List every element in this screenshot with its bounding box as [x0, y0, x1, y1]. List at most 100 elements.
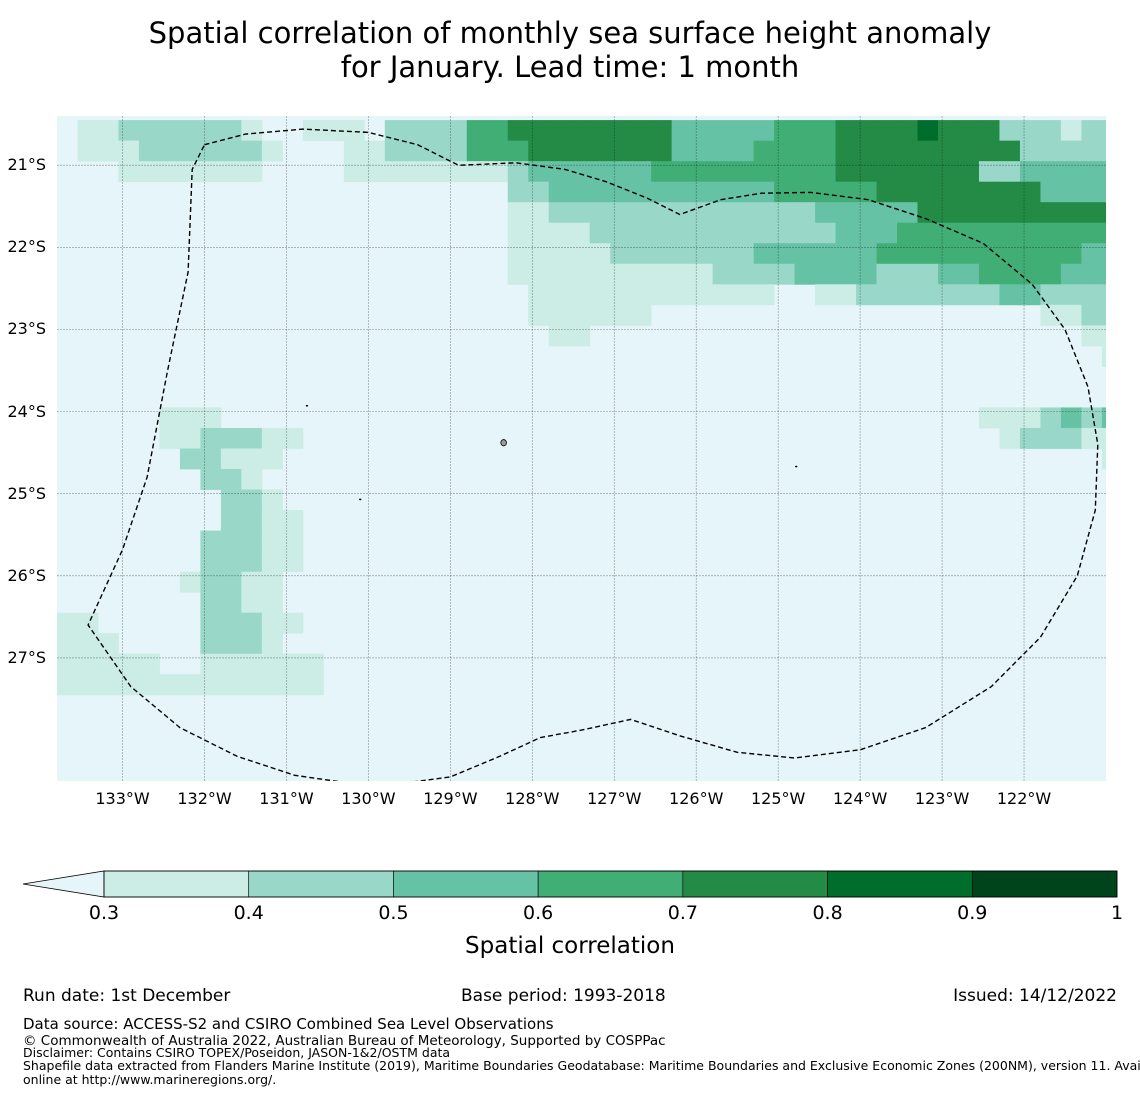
lat-label: 21°S: [7, 155, 46, 175]
grid-cell: [425, 161, 447, 183]
grid-cell: [876, 284, 898, 306]
grid-cell: [999, 222, 1021, 244]
grid-cell: [1019, 243, 1041, 265]
grid-cell: [282, 653, 304, 675]
grid-cell: [282, 674, 304, 696]
lon-label: 131°W: [259, 789, 314, 808]
grid-cell: [1019, 202, 1041, 224]
grid-cell: [466, 161, 488, 183]
grid-cell: [507, 161, 529, 183]
grid-cell: [1040, 161, 1062, 183]
colorbar-swatch: [827, 870, 973, 898]
grid-cell: [897, 222, 918, 244]
grid-cell: [1101, 407, 1106, 429]
grid-cell: [856, 161, 877, 183]
lat-label: 24°S: [7, 401, 46, 421]
grid-cell: [1101, 181, 1106, 203]
grid-cell: [487, 120, 509, 142]
grid-cell: [302, 674, 324, 696]
grid-cell: [528, 140, 550, 162]
grid-cell: [733, 140, 754, 162]
lon-label: 127°W: [587, 789, 642, 808]
base-period: Base period: 1993-2018: [461, 986, 666, 1006]
grid-cell: [1060, 284, 1082, 306]
grid-cell: [118, 161, 140, 183]
grid-cell: [97, 674, 119, 696]
colorbar-tick-label: 0.9: [957, 902, 988, 924]
grid-cell: [1060, 407, 1082, 429]
lon-label: 130°W: [341, 789, 396, 808]
grid-cell: [630, 222, 652, 244]
grid-cell: [1101, 263, 1106, 285]
colorbar-swatch: [393, 870, 539, 898]
colorbar-swatch: [248, 870, 394, 898]
grid-cell: [261, 571, 283, 593]
grid-cell: [200, 530, 222, 552]
grid-cell: [835, 263, 857, 285]
lat-label: 25°S: [7, 483, 46, 503]
grid-cell: [1060, 243, 1082, 265]
grid-cell: [241, 571, 263, 593]
grid-cell: [487, 161, 509, 183]
grid-cell: [733, 243, 754, 265]
grid-cell: [938, 181, 959, 203]
grid-cell: [1081, 181, 1103, 203]
grid-cell: [220, 448, 242, 470]
grid-cell: [261, 427, 283, 449]
grid-cell: [261, 140, 283, 162]
grid-cell: [733, 284, 754, 306]
grid-cell: [159, 407, 181, 429]
data-source: Data source: ACCESS-S2 and CSIRO Combine…: [23, 1015, 554, 1033]
grid-cell: [794, 243, 816, 265]
grid-cell: [241, 427, 263, 449]
grid-cell: [733, 263, 754, 285]
grid-cell: [958, 140, 980, 162]
grid-cell: [610, 140, 632, 162]
grid-cell: [261, 674, 283, 696]
lat-label: 23°S: [7, 319, 46, 339]
grid-cell: [1101, 222, 1106, 244]
grid-cell: [569, 284, 591, 306]
grid-cell: [220, 633, 242, 655]
grid-cell: [1101, 284, 1106, 306]
eez-boundary: [87, 128, 1099, 781]
grid-cell: [978, 120, 1000, 142]
grid-cell: [978, 181, 1000, 203]
grid-cell: [610, 120, 632, 142]
grid-cell: [97, 120, 119, 142]
grid-cell: [200, 571, 222, 593]
grid-cell: [405, 140, 427, 162]
grid-cell: [1040, 140, 1062, 162]
grid-cell: [1101, 161, 1106, 183]
grid-cell: [630, 202, 652, 224]
grid-cell: [978, 407, 1000, 429]
grid-cell: [1122, 202, 1140, 223]
grid-cell: [630, 120, 652, 142]
grid-cell: [876, 181, 898, 203]
grid-cell: [794, 120, 816, 142]
grid-cell: [938, 222, 959, 244]
grid-cell: [343, 120, 365, 142]
colorbar-swatch: [103, 870, 250, 898]
grid-cell: [261, 551, 283, 573]
grid-cell: [548, 304, 570, 326]
grid-cell: [261, 489, 283, 511]
grid-cell: [241, 448, 263, 470]
grid-cell: [753, 161, 775, 183]
grid-cell: [938, 140, 959, 162]
grid-cell: [220, 161, 242, 183]
grid-cell: [589, 161, 611, 183]
lon-label: 124°W: [832, 789, 888, 808]
grid-cell: [610, 222, 632, 244]
grid-cell: [671, 181, 693, 203]
grid-cell: [466, 140, 488, 162]
grid-cell: [774, 263, 795, 285]
grid-cell: [651, 284, 673, 306]
grid-cell: [917, 161, 939, 183]
grid-cell: [200, 551, 222, 573]
grid-cell: [610, 304, 632, 326]
colorbar-tick-label: 0.3: [88, 902, 120, 924]
grid-cell: [138, 161, 160, 183]
grid-cell: [507, 263, 529, 285]
grid-cell: [958, 243, 980, 265]
